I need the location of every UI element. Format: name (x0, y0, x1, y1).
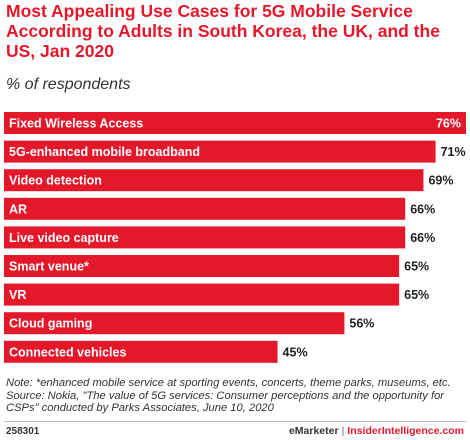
bar (4, 283, 400, 306)
value-label: 66% (410, 202, 435, 216)
brand-insider-intelligence: InsiderIntelligence.com (347, 425, 464, 437)
bar-chart: Fixed Wireless Access 76% 5G-enhanced mobi… (4, 112, 466, 363)
chart-title: Most Appealing Use Cases for 5G Mobile S… (6, 1, 440, 61)
bar (4, 340, 278, 363)
source-text: Source: Nokia, "The value of 5G services… (6, 389, 445, 415)
value-label: 56% (349, 317, 374, 331)
category-label: Live video capture (9, 231, 119, 245)
bar (4, 226, 406, 249)
category-label: Video detection (9, 174, 102, 188)
category-label: VR (9, 288, 26, 302)
value-label: 65% (404, 260, 429, 274)
bar (4, 197, 406, 220)
brand-separator: | (341, 425, 345, 437)
bar (4, 140, 436, 163)
category-label: 5G-enhanced mobile broadband (9, 145, 200, 159)
value-label: 66% (410, 231, 435, 245)
category-label: Smart venue* (9, 260, 89, 274)
bar (4, 169, 424, 192)
value-label: 69% (428, 174, 453, 188)
note-text: Note: *enhanced mobile service at sporti… (6, 377, 451, 389)
chart-id: 258301 (6, 426, 40, 437)
value-label: 76% (436, 117, 461, 131)
bar (4, 312, 345, 335)
brand-credit: eMarketer | InsiderIntelligence.com (289, 425, 464, 437)
chart-footnote: Note: *enhanced mobile service at sporti… (6, 377, 466, 415)
category-label: AR (9, 202, 27, 216)
value-label: 45% (283, 345, 308, 359)
bar (4, 255, 400, 277)
brand-emarketer: eMarketer (288, 425, 339, 437)
value-label: 65% (404, 288, 429, 302)
footer-divider (4, 421, 466, 422)
category-label: Connected vehicles (9, 345, 126, 359)
chart-subtitle: % of respondents (6, 76, 131, 93)
category-label: Cloud gaming (9, 317, 92, 331)
category-label: Fixed Wireless Access (9, 117, 143, 131)
value-label: 71% (441, 145, 466, 159)
bar (4, 112, 466, 134)
